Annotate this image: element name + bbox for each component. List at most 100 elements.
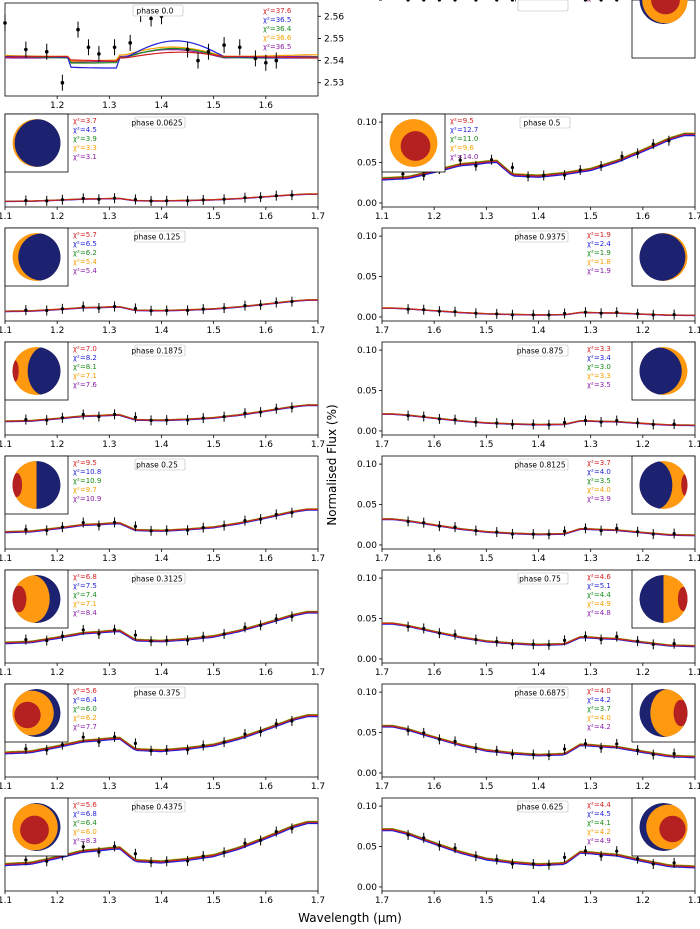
y-tick-label: 0.10 — [357, 118, 377, 128]
data-point — [274, 512, 278, 517]
hotspot-region — [20, 815, 49, 845]
y-tick-label: 0.00 — [357, 199, 377, 209]
chi2-label-red: χ²=6.8 — [73, 573, 97, 581]
x-tick-label: 1.3 — [102, 554, 116, 564]
chi2-label-red: χ²=9.5 — [450, 117, 474, 125]
data-point — [290, 193, 294, 197]
data-point — [274, 407, 278, 411]
data-point — [24, 858, 28, 862]
phase-label-box — [134, 116, 186, 129]
data-point — [547, 643, 551, 647]
y-tick-label: 0.05 — [357, 615, 377, 625]
data-point — [81, 520, 85, 525]
data-point — [133, 633, 138, 637]
phase-label-box — [134, 230, 186, 243]
x-tick-label: 1.2 — [636, 782, 650, 792]
chi2-label-purple: χ²=3.5 — [587, 381, 611, 389]
data-point — [562, 529, 567, 533]
data-point — [510, 0, 515, 2]
y-tick-label: 0.05 — [357, 387, 377, 397]
x-tick-label: 1.4 — [531, 440, 546, 450]
x-tick-label: 1.4 — [531, 554, 546, 564]
phase-label-box — [132, 4, 184, 17]
x-tick-label: 1.7 — [311, 554, 325, 564]
chi2-label-orange: χ²=7.1 — [73, 372, 97, 380]
chi2-label-red: χ²=4.4 — [587, 801, 611, 809]
x-tick-label: 1.5 — [207, 896, 221, 906]
chi2-label-red: χ²=37.6 — [263, 7, 292, 15]
data-point — [112, 520, 117, 524]
data-point — [81, 735, 85, 739]
x-tick-label: 1.7 — [375, 896, 389, 906]
chi2-label-orange: χ²=4.0 — [587, 714, 611, 722]
x-tick-label: 1.3 — [102, 326, 116, 336]
phase-label: phase 0.1875 — [131, 347, 182, 356]
chi2-label-orange: χ²=4.9 — [587, 600, 611, 608]
chi2-label-orange: χ²=4.2 — [587, 828, 611, 836]
x-tick-label: 1.7 — [375, 782, 389, 792]
data-point — [185, 418, 190, 422]
x-tick-label: 1.2 — [50, 212, 64, 222]
hotspot-region — [673, 699, 688, 727]
data-point — [531, 752, 535, 757]
x-tick-label: 1.6 — [636, 212, 651, 222]
data-point — [510, 313, 515, 317]
data-point — [185, 748, 190, 752]
phase-label-box — [517, 686, 569, 699]
chi2-label-green: χ²=6.0 — [73, 705, 97, 713]
model-line-blue — [4, 822, 318, 867]
data-point — [453, 418, 457, 422]
chi2-label-red: χ²=3.7 — [73, 117, 97, 125]
data-point — [578, 168, 582, 172]
data-point — [615, 526, 619, 531]
dayside-region — [13, 575, 50, 623]
data-point — [290, 300, 294, 304]
x-tick-label: 1.4 — [154, 896, 169, 906]
phase-label-box — [134, 344, 186, 357]
x-tick-label: 1.2 — [50, 326, 64, 336]
data-point — [165, 418, 169, 422]
model-line-blue — [4, 509, 318, 534]
data-point — [651, 313, 655, 317]
x-tick-label: 1.7 — [311, 896, 325, 906]
model-line-red — [4, 611, 318, 644]
x-tick-label: 1.5 — [207, 101, 221, 111]
x-tick-label: 1.7 — [375, 440, 389, 450]
planet-disk-icon — [639, 803, 688, 851]
chi2-label-blue: χ²=3.4 — [587, 354, 611, 362]
chi2-label-blue: χ²=36.5 — [263, 16, 291, 24]
data-point — [201, 416, 205, 420]
data-point — [60, 198, 64, 202]
data-point — [45, 859, 49, 863]
chi2-label-purple: χ²=3.1 — [73, 153, 97, 161]
data-point — [185, 199, 190, 203]
x-tick-label: 1.3 — [102, 896, 116, 906]
chi2-label-blue: χ²=4.5 — [587, 810, 611, 818]
data-point — [510, 642, 515, 646]
x-tick-label: 1.2 — [636, 326, 650, 336]
data-point — [562, 855, 567, 860]
data-point — [531, 313, 535, 317]
data-point — [474, 854, 478, 858]
model-line-red — [382, 518, 696, 536]
data-point — [243, 625, 247, 629]
data-point — [243, 732, 247, 736]
y-tick-label: 0.10 — [357, 460, 377, 470]
phase-label: phase 0.375 — [134, 689, 181, 698]
chi2-label-purple: χ²=8.3 — [73, 837, 97, 845]
data-point — [264, 60, 268, 65]
phase-label: phase 0.625 — [517, 803, 564, 812]
planet-disk-icon — [12, 803, 61, 851]
x-tick-label: 1.5 — [207, 326, 221, 336]
data-point — [259, 517, 263, 521]
data-point — [81, 196, 85, 200]
data-point — [222, 850, 226, 854]
data-point — [422, 521, 426, 525]
data-point — [474, 164, 478, 168]
x-tick-label: 1.4 — [154, 101, 169, 111]
data-point — [165, 528, 169, 532]
data-point — [45, 748, 49, 752]
data-point — [562, 638, 567, 642]
data-point — [243, 411, 247, 415]
